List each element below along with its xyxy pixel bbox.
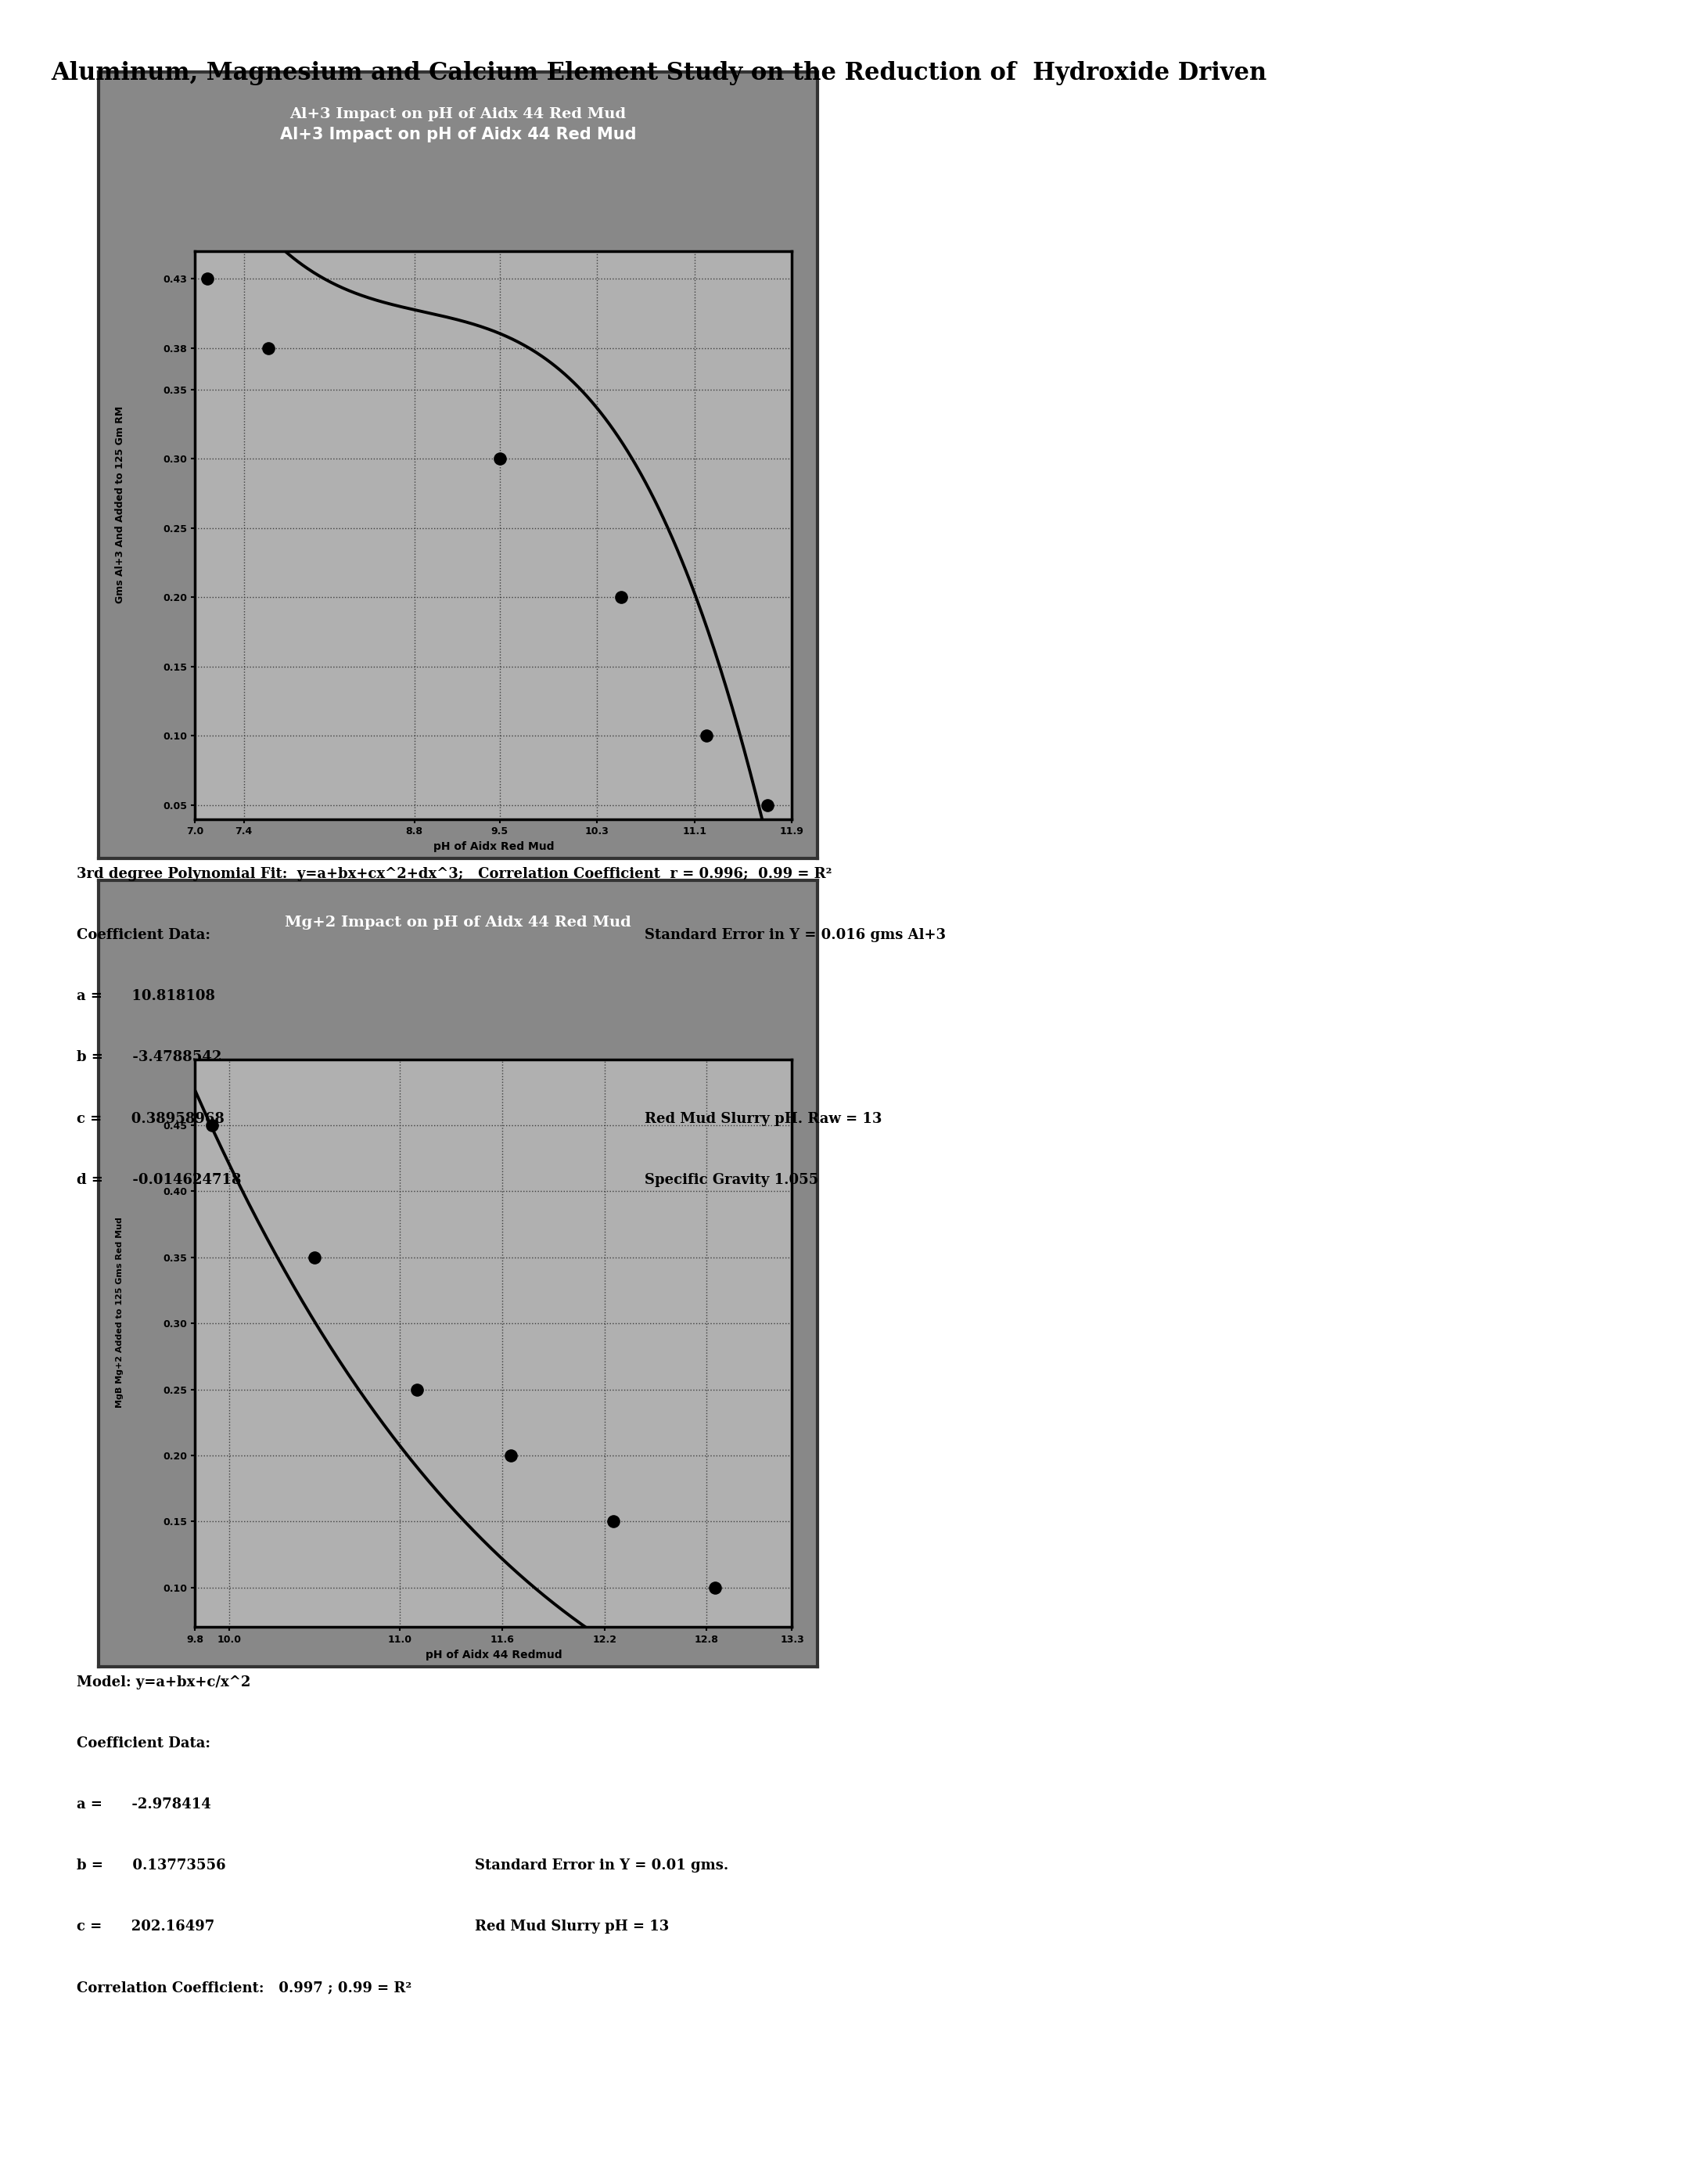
Point xyxy=(702,1570,729,1605)
Text: Standard Error in Y = 0.01 gms.: Standard Error in Y = 0.01 gms. xyxy=(475,1859,729,1872)
Text: Model: y=a+bx+c/x^2: Model: y=a+bx+c/x^2 xyxy=(76,1675,251,1688)
Text: 3rd degree Polynomial Fit:  y=a+bx+cx^2+dx^3;   Correlation Coefficient  r = 0.9: 3rd degree Polynomial Fit: y=a+bx+cx^2+d… xyxy=(76,867,831,880)
Text: a =      -2.978414: a = -2.978414 xyxy=(76,1797,210,1811)
Text: Mg+2 Impact on pH of Aidx 44 Red Mud: Mg+2 Impact on pH of Aidx 44 Red Mud xyxy=(285,915,631,930)
Text: c =      202.16497: c = 202.16497 xyxy=(76,1920,214,1933)
Text: a =      10.818108: a = 10.818108 xyxy=(76,989,215,1002)
Point xyxy=(198,1107,226,1142)
Text: b =      0.13773556: b = 0.13773556 xyxy=(76,1859,226,1872)
X-axis label: pH of Aidx Red Mud: pH of Aidx Red Mud xyxy=(432,841,555,852)
Point xyxy=(599,1505,626,1540)
Point xyxy=(487,441,514,476)
Point xyxy=(193,262,220,297)
Text: Specific Gravity 1.055: Specific Gravity 1.055 xyxy=(644,1173,819,1186)
Text: c =      0.38958968: c = 0.38958968 xyxy=(76,1112,224,1125)
Text: Standard Error in Y = 0.016 gms Al+3: Standard Error in Y = 0.016 gms Al+3 xyxy=(644,928,946,941)
Text: MgB Mg+2 Added to 125 Gms Red Mud: MgB Mg+2 Added to 125 Gms Red Mud xyxy=(115,1216,124,1409)
Text: Correlation Coefficient:   0.997 ; 0.99 = R²: Correlation Coefficient: 0.997 ; 0.99 = … xyxy=(76,1981,412,1994)
Text: Red Mud Slurry pH. Raw = 13: Red Mud Slurry pH. Raw = 13 xyxy=(644,1112,882,1125)
Text: Coefficient Data:: Coefficient Data: xyxy=(76,928,210,941)
Point xyxy=(607,581,634,616)
Point xyxy=(404,1372,431,1406)
Text: d =      -0.014624718: d = -0.014624718 xyxy=(76,1173,241,1186)
Text: Aluminum, Magnesium and Calcium Element Study on the Reduction of  Hydroxide Dri: Aluminum, Magnesium and Calcium Element … xyxy=(51,61,1267,85)
Point xyxy=(497,1437,524,1472)
Point xyxy=(694,719,721,753)
Text: Coefficient Data:: Coefficient Data: xyxy=(76,1736,210,1749)
Point xyxy=(755,788,782,823)
Point xyxy=(254,330,282,365)
Text: Red Mud Slurry pH = 13: Red Mud Slurry pH = 13 xyxy=(475,1920,670,1933)
X-axis label: pH of Aidx 44 Redmud: pH of Aidx 44 Redmud xyxy=(426,1649,561,1660)
Text: Al+3 Impact on pH of Aidx 44 Red Mud: Al+3 Impact on pH of Aidx 44 Red Mud xyxy=(280,127,636,142)
Text: b =      -3.4788542: b = -3.4788542 xyxy=(76,1051,222,1064)
Text: Al+3 Impact on pH of Aidx 44 Red Mud: Al+3 Impact on pH of Aidx 44 Red Mud xyxy=(290,107,626,122)
Text: Gms Al+3 And Added to 125 Gm RM: Gms Al+3 And Added to 125 Gm RM xyxy=(115,406,126,603)
Point xyxy=(300,1241,327,1275)
